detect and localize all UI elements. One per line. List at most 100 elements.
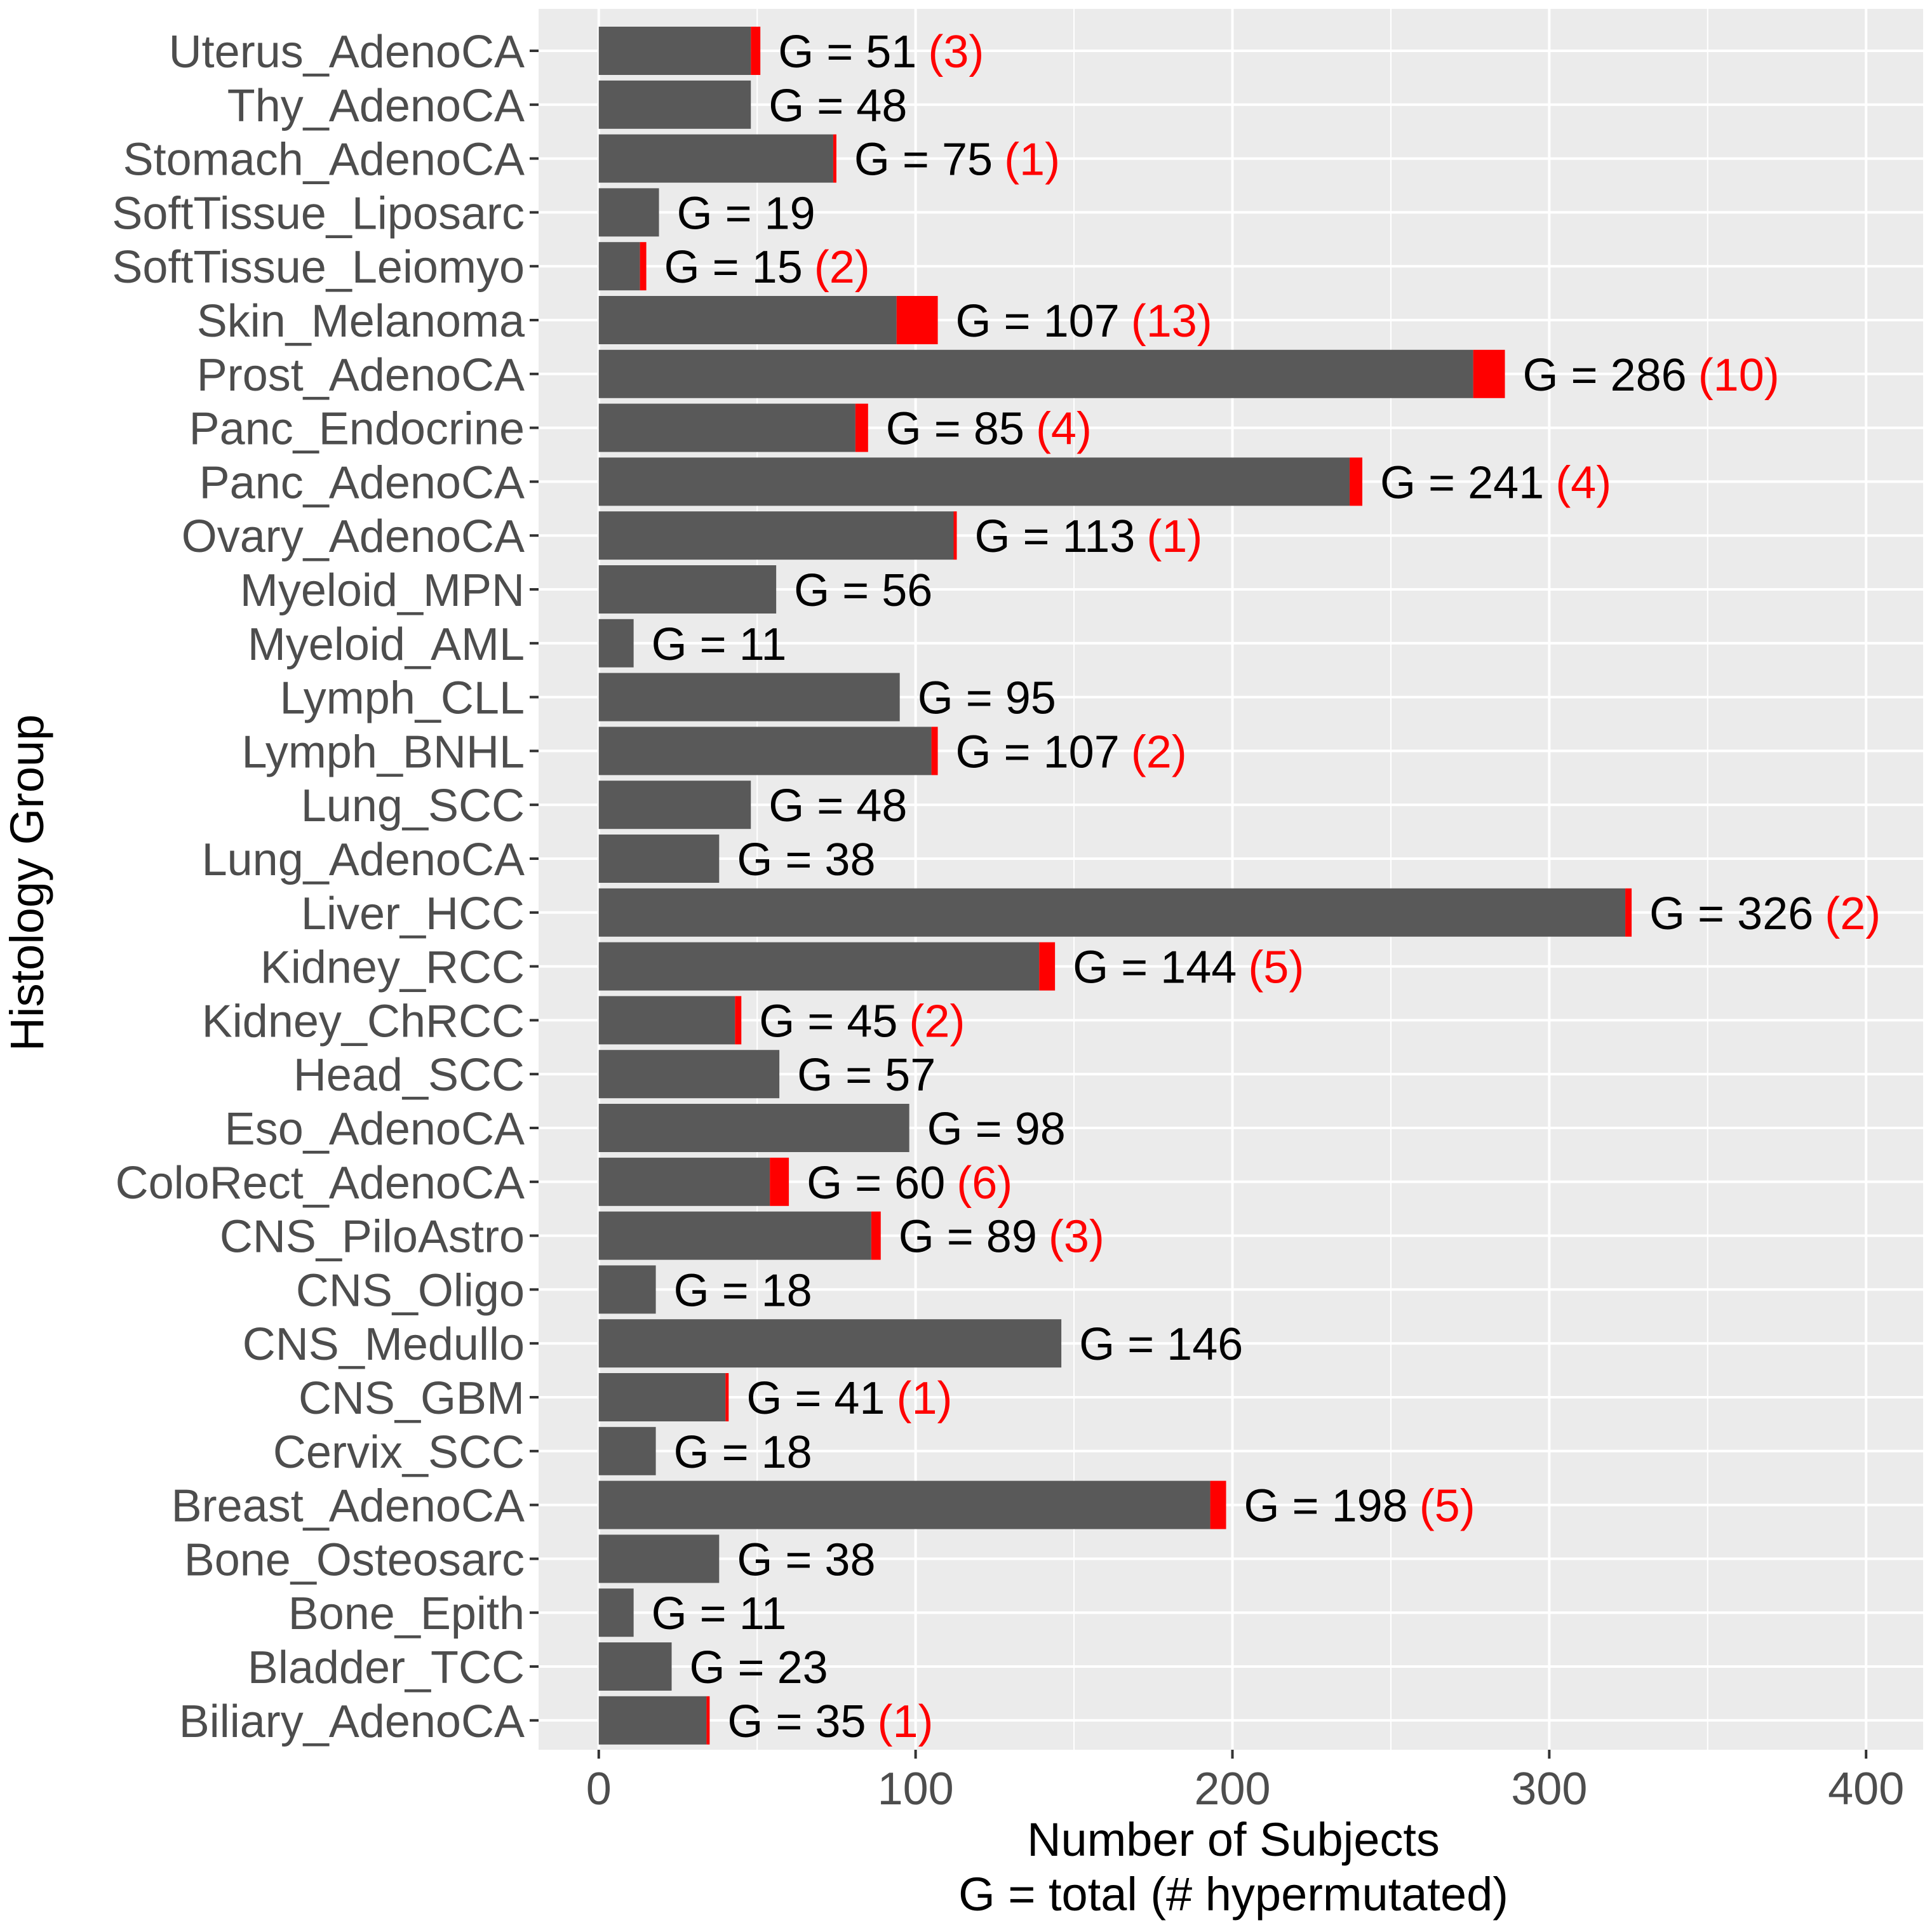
bar-non-hypermutated — [598, 1104, 909, 1152]
y-tick-label: Bone_Osteosarc — [184, 1534, 525, 1585]
bar-non-hypermutated — [598, 27, 751, 75]
bar-non-hypermutated — [598, 1373, 726, 1421]
bar-non-hypermutated — [598, 188, 659, 237]
bar-total-label: G = 48 — [768, 781, 907, 831]
bar-total-label: G = 11 — [652, 619, 787, 670]
y-tick-label: Breast_AdenoCA — [171, 1481, 525, 1532]
y-tick-label: Myeloid_AML — [248, 619, 525, 670]
bar-total-label: G = 85 — [886, 404, 1024, 455]
bar-total-label: G = 326 — [1649, 889, 1813, 939]
bar-hypermutated-label: (5) — [1248, 943, 1304, 993]
y-tick-label: Panc_AdenoCA — [199, 457, 525, 508]
bar-total-label: G = 89 — [899, 1212, 1037, 1263]
bar-hypermutated — [1039, 942, 1056, 991]
y-tick-label: Cervix_SCC — [273, 1427, 525, 1478]
y-tick-label: Bone_Epith — [288, 1588, 525, 1639]
x-axis-title-line-2: G = total (# hypermutated) — [958, 1868, 1508, 1921]
y-tick-label: Lymph_BNHL — [241, 727, 525, 777]
bar-non-hypermutated — [598, 673, 900, 721]
bar-total-label: G = 98 — [927, 1104, 1066, 1155]
bar-total-label: G = 38 — [737, 1534, 875, 1585]
x-tick-label: 300 — [1511, 1764, 1587, 1815]
bar-hypermutated — [855, 403, 868, 452]
bar-hypermutated — [725, 1373, 729, 1421]
bar-non-hypermutated — [598, 942, 1040, 991]
bar-non-hypermutated — [598, 781, 751, 829]
y-tick-label: CNS_PiloAstro — [220, 1212, 525, 1263]
y-tick-label: Head_SCC — [293, 1050, 525, 1101]
x-tick-label: 200 — [1194, 1764, 1270, 1815]
bar-hypermutated — [1625, 888, 1632, 937]
y-tick-label: Kidney_ChRCC — [202, 996, 525, 1047]
bar-total-label: G = 18 — [674, 1265, 812, 1316]
bar-hypermutated — [751, 27, 761, 75]
bar-non-hypermutated — [598, 349, 1473, 398]
bar-total-label: G = 107 — [956, 727, 1120, 777]
bar-hypermutated-label: (5) — [1419, 1481, 1475, 1532]
bar-hypermutated-label: (2) — [1131, 727, 1187, 777]
bar-hypermutated-label: (2) — [1825, 889, 1881, 939]
bar-total-label: G = 23 — [690, 1642, 828, 1693]
y-tick-label: Kidney_RCC — [260, 943, 525, 993]
bar-non-hypermutated — [598, 619, 634, 667]
bar-total-label: G = 57 — [797, 1050, 936, 1101]
bar-non-hypermutated — [598, 511, 954, 560]
bar-total-label: G = 198 — [1244, 1481, 1408, 1532]
x-tick-label: 400 — [1828, 1764, 1904, 1815]
y-axis-title: Histology Group — [1, 714, 53, 1052]
bar-hypermutated — [953, 511, 957, 560]
bar-non-hypermutated — [598, 1480, 1211, 1529]
y-tick-label: ColoRect_AdenoCA — [116, 1158, 525, 1209]
bar-total-label: G = 241 — [1380, 457, 1544, 508]
bar-total-label: G = 75 — [854, 135, 993, 185]
bar-hypermutated — [735, 996, 742, 1045]
bar-non-hypermutated — [598, 888, 1626, 937]
bar-total-label: G = 18 — [674, 1427, 812, 1478]
y-tick-label: Biliary_AdenoCA — [179, 1696, 525, 1747]
y-tick-label: Panc_Endocrine — [189, 404, 525, 455]
bar-total-label: G = 56 — [794, 565, 932, 616]
bar-non-hypermutated — [598, 1050, 780, 1099]
bar-non-hypermutated — [598, 1696, 707, 1745]
bar-hypermutated-label: (2) — [814, 242, 870, 293]
bar-hypermutated-label: (3) — [928, 27, 984, 77]
bar-non-hypermutated — [598, 80, 751, 129]
bar-hypermutated-label: (2) — [909, 996, 965, 1047]
bar-hypermutated-label: (4) — [1036, 404, 1092, 455]
bar-hypermutated-label: (10) — [1698, 350, 1780, 401]
x-axis-title-line-1: Number of Subjects — [1027, 1813, 1440, 1866]
y-tick-label: CNS_GBM — [299, 1373, 525, 1424]
bar-non-hypermutated — [598, 1426, 656, 1475]
y-tick-label: Eso_AdenoCA — [225, 1104, 525, 1155]
bar-total-label: G = 146 — [1079, 1319, 1243, 1370]
bar-total-label: G = 60 — [807, 1158, 945, 1209]
bar-hypermutated-label: (1) — [878, 1696, 934, 1747]
bar-hypermutated-label: (13) — [1131, 296, 1212, 347]
bar-non-hypermutated — [598, 996, 735, 1045]
bar-non-hypermutated — [598, 457, 1350, 506]
bar-non-hypermutated — [598, 134, 833, 183]
bar-total-label: G = 51 — [778, 27, 916, 77]
bar-hypermutated — [871, 1211, 881, 1260]
y-tick-label: Myeloid_MPN — [240, 565, 525, 616]
bar-hypermutated — [931, 727, 938, 775]
bar-hypermutated — [1350, 457, 1363, 506]
bar-hypermutated — [833, 134, 836, 183]
bar-hypermutated-label: (1) — [896, 1373, 952, 1424]
bar-total-label: G = 19 — [677, 188, 815, 239]
bar-hypermutated-label: (4) — [1555, 457, 1611, 508]
y-tick-label: Uterus_AdenoCA — [169, 27, 525, 77]
bar-total-label: G = 144 — [1073, 943, 1237, 993]
bar-total-label: G = 113 — [974, 511, 1135, 562]
bar-total-label: G = 11 — [652, 1588, 787, 1639]
bar-non-hypermutated — [598, 835, 720, 883]
bar-hypermutated-label: (3) — [1049, 1212, 1104, 1263]
y-tick-label: Skin_Melanoma — [197, 296, 525, 347]
y-tick-label: Prost_AdenoCA — [197, 350, 525, 401]
bar-hypermutated — [706, 1696, 710, 1745]
y-tick-label: Lymph_CLL — [279, 673, 525, 724]
bar-hypermutated — [896, 296, 938, 344]
bar-non-hypermutated — [598, 296, 897, 344]
